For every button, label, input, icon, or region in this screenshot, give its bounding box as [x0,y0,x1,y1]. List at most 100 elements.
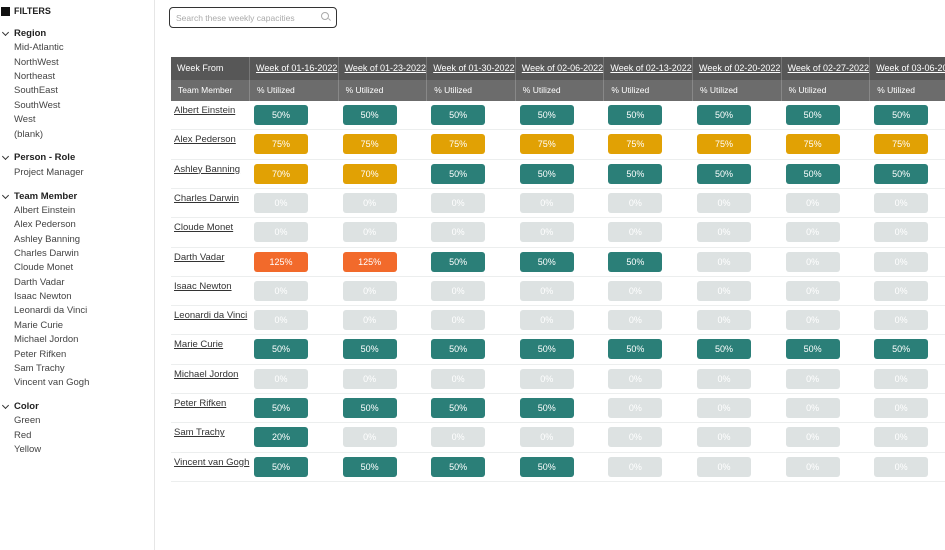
utilization-badge: 75% [519,134,574,155]
filter-option[interactable]: Green [14,415,41,427]
utilization-badge: 50% [519,456,574,477]
week-header-link[interactable]: Week of 02-06-2022 [515,57,605,80]
utilization-badge: 50% [697,105,751,125]
filter-option[interactable]: Northeast [14,71,56,83]
utilization-badge: 0% [519,192,574,213]
utilization-badge: 0% [608,427,663,448]
utilization-badge: 75% [254,134,308,155]
search-box[interactable]: Search these weekly capacities [169,7,337,28]
row-divider [171,363,945,365]
team-member-link[interactable]: Vincent van Gogh [174,456,250,468]
utilization-badge: 0% [874,192,929,213]
filter-option[interactable]: Isaac Newton [14,291,72,303]
utilization-badge: 0% [608,192,663,213]
utilization-badge: 0% [608,398,663,418]
subheader-cell: % Utilized [515,80,605,101]
utilization-badge: 0% [697,222,751,243]
utilization-badge: 50% [431,398,486,418]
capacity-table: Week From Week of 01-16-2022 Week of 01-23… [171,57,945,487]
team-member-link[interactable]: Peter Rifken [174,398,227,409]
utilization-badge: 50% [342,456,397,477]
utilization-badge: 50% [431,163,486,184]
filter-option[interactable]: NorthWest [14,56,59,68]
utilization-badge: 0% [519,427,574,448]
filter-heading[interactable]: Region [14,28,47,39]
utilization-badge: 0% [431,310,486,331]
filter-option[interactable]: SouthWest [14,99,61,111]
utilization-badge: 0% [697,456,751,477]
team-member-link[interactable]: Albert Einstein [174,105,236,116]
team-member-link[interactable]: Isaac Newton [174,280,232,292]
week-header-link[interactable]: Week of 02-13-2022 [604,57,693,80]
team-member-link[interactable]: Ashley Banning [174,163,241,175]
week-header-link[interactable]: Week of 03-06-2022 [870,57,945,80]
team-member-link[interactable]: Darth Vadar [174,251,225,263]
filter-option[interactable]: Sam Trachy [14,362,65,374]
filter-option[interactable]: Vincent van Gogh [14,377,90,389]
team-member-link[interactable]: Marie Curie [174,339,224,351]
filter-option[interactable]: (blank) [14,128,44,140]
utilization-badge: 50% [519,339,574,360]
subheader-cell: % Utilized [781,80,871,101]
filter-option[interactable]: Michael Jordon [14,334,79,346]
subheader-cell: % Utilized [250,80,339,101]
filter-option[interactable]: Yellow [14,444,42,456]
row-divider [171,129,945,131]
filter-heading[interactable]: Color [14,401,39,413]
row-divider [171,422,945,424]
filters-icon[interactable] [1,7,10,16]
team-member-link[interactable]: Leonardi da Vinci [174,310,248,322]
utilization-badge: 75% [342,134,397,155]
utilization-badge: 0% [431,368,486,389]
filter-option[interactable]: Alex Pederson [14,219,76,231]
filter-option[interactable]: Marie Curie [14,319,64,331]
week-header-link[interactable]: Week of 02-27-2022 [781,57,871,80]
utilization-badge: 75% [785,134,840,155]
header-cell: Week From [171,57,250,80]
team-member-link[interactable]: Sam Trachy [174,427,225,439]
filter-option[interactable]: Cloude Monet [14,262,74,274]
filter-option[interactable]: SouthEast [14,85,58,97]
filter-option[interactable]: Leonardi da Vinci [14,305,88,317]
utilization-badge: 0% [785,192,840,213]
team-member-link[interactable]: Alex Pederson [174,134,236,146]
week-header-link[interactable]: Week of 01-16-2022 [250,57,339,80]
row-divider [171,275,945,277]
filter-option[interactable]: Mid-Atlantic [14,42,64,54]
filter-option[interactable]: Project Manager [14,166,84,178]
utilization-badge: 50% [519,163,574,184]
utilization-badge: 0% [519,280,574,301]
filter-option[interactable]: Red [14,429,32,441]
utilization-badge: 0% [785,456,840,477]
utilization-badge: 0% [874,222,929,243]
filter-option[interactable]: Peter Rifken [14,348,67,360]
utilization-badge: 50% [608,339,663,360]
team-member-link[interactable]: Charles Darwin [174,192,239,204]
filters-title[interactable]: FILTERS [14,6,51,16]
filter-heading[interactable]: Person - Role [14,152,76,164]
utilization-badge: 50% [785,105,840,125]
filter-option[interactable]: West [14,114,36,126]
utilization-badge: 0% [519,222,574,243]
filter-option[interactable]: Charles Darwin [14,248,79,260]
utilization-badge: 0% [342,222,397,243]
utilization-badge: 70% [254,163,308,184]
row-divider [171,158,945,160]
week-header-link[interactable]: Week of 01-30-2022 [427,57,516,80]
filter-option[interactable]: Ashley Banning [14,233,81,245]
subheader-cell: % Utilized [338,80,428,101]
filter-heading[interactable]: Team Member [14,190,78,202]
utilization-badge: 50% [254,398,308,418]
filter-option[interactable]: Darth Vadar [14,276,65,288]
filter-sidebar: FILTERS Region Mid-Atlantic NorthWest North… [0,0,155,550]
search-icon [321,12,329,20]
utilization-badge: 50% [431,456,486,477]
team-member-link[interactable]: Michael Jordon [174,368,239,380]
week-header-link[interactable]: Week of 01-23-2022 [338,57,428,80]
filter-option[interactable]: Albert Einstein [14,205,76,216]
utilization-badge: 75% [874,134,929,155]
team-member-link[interactable]: Cloude Monet [174,222,234,234]
week-header-link[interactable]: Week of 02-20-2022 [693,57,782,80]
utilization-badge: 50% [874,163,929,184]
utilization-badge: 0% [254,368,308,389]
